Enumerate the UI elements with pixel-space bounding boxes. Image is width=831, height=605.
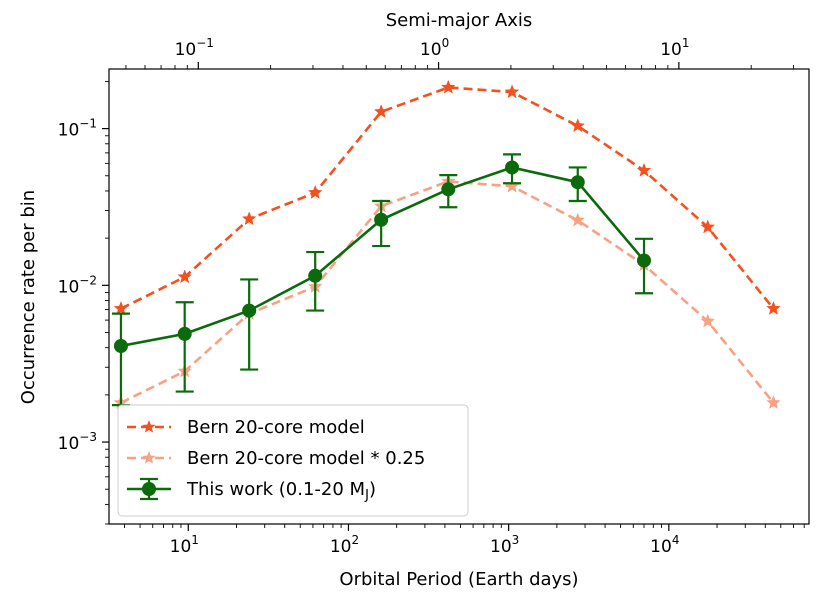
- legend-entry-0: Bern 20-core model: [127, 417, 365, 438]
- legend-box: [117, 404, 469, 517]
- plot-frame: [108, 68, 810, 525]
- x-tick-label: 101: [170, 533, 199, 557]
- data-point: [440, 79, 456, 94]
- data-point: [637, 253, 652, 268]
- data-point: [505, 160, 520, 175]
- data-point: [570, 212, 586, 227]
- series-0: [113, 79, 781, 315]
- y-tick-label: 10−1: [58, 117, 97, 141]
- x-tick-label: 104: [650, 533, 679, 557]
- series-layer: [111, 79, 781, 410]
- y-tick-label: 10−2: [58, 273, 97, 297]
- data-point: [441, 182, 456, 197]
- series-line: [120, 180, 775, 404]
- data-point: [241, 211, 257, 226]
- data-point: [373, 104, 389, 119]
- legend-label: Bern 20-core model: [187, 417, 365, 438]
- data-point: [308, 268, 323, 283]
- top-tick-label: 10−1: [175, 36, 214, 60]
- tick-layer: [102, 62, 805, 531]
- data-point: [700, 219, 716, 234]
- data-point: [570, 175, 585, 190]
- data-point: [113, 339, 128, 354]
- data-point: [177, 326, 192, 341]
- legend-marker: [142, 482, 156, 496]
- y-axis-title: Occurrence rate per bin: [18, 190, 39, 404]
- legend-marker: [142, 420, 156, 433]
- series-line: [120, 86, 775, 310]
- data-point: [307, 184, 323, 199]
- legend-entry-2: This work (0.1-20 MJ): [127, 477, 376, 503]
- tick-label-layer: 101 102 103 104 10−3 10−2 10−1 10−1 100 101: [58, 36, 690, 557]
- data-point: [766, 300, 781, 315]
- x-axis-title: Orbital Period (Earth days): [339, 569, 578, 590]
- top-tick-label: 101: [660, 36, 689, 60]
- top-tick-label: 100: [420, 36, 449, 60]
- data-point: [636, 162, 652, 177]
- data-point: [374, 212, 389, 227]
- y-tick-label: 10−3: [58, 430, 97, 454]
- data-point: [700, 313, 716, 328]
- data-point: [113, 300, 129, 315]
- data-point: [242, 303, 257, 318]
- data-point: [504, 84, 520, 99]
- top-axis-title: Semi-major Axis: [386, 10, 533, 31]
- x-tick-label: 103: [490, 533, 519, 557]
- data-point: [177, 269, 193, 284]
- data-point: [570, 118, 586, 133]
- legend-marker: [142, 451, 156, 464]
- data-point: [766, 395, 781, 410]
- legend-entry-1: Bern 20-core model * 0.25: [127, 448, 425, 469]
- x-tick-label: 102: [330, 533, 359, 557]
- legend-label: This work (0.1-20 MJ): [186, 479, 376, 503]
- series-2: [111, 153, 654, 407]
- legend: Bern 20-core model Bern 20-core model * 0…: [117, 404, 469, 517]
- legend-label: Bern 20-core model * 0.25: [187, 448, 425, 469]
